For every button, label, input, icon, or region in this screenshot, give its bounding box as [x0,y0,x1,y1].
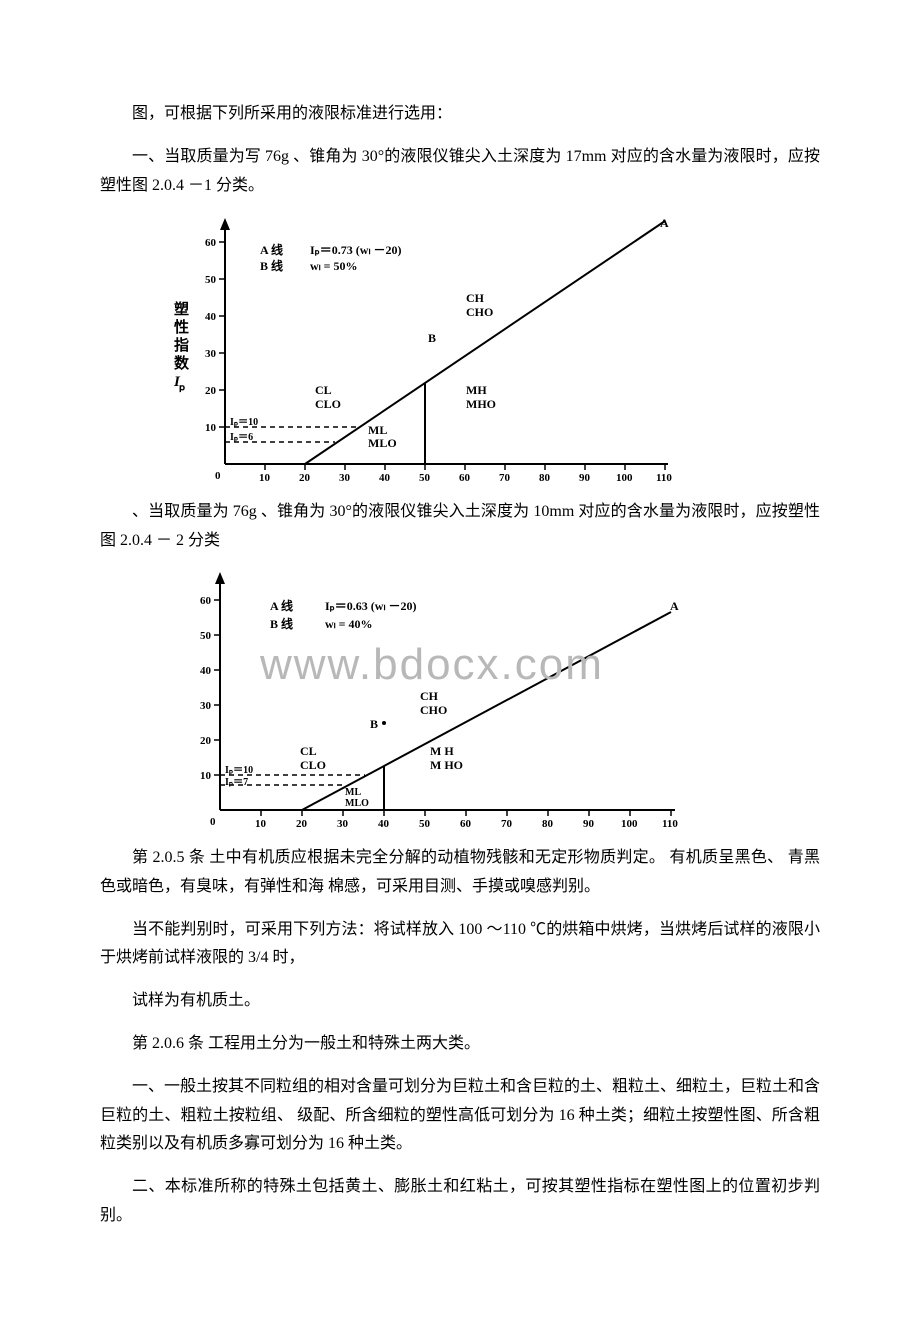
svg-text:CLO: CLO [315,397,341,411]
svg-text:100: 100 [621,818,638,830]
svg-text:MLO: MLO [368,436,397,450]
a-line [305,221,665,464]
point-a-label-2: A [670,599,679,613]
svg-text:10: 10 [259,472,271,484]
svg-text:A 线: A 线 [270,598,293,613]
region-labels-2: CH CHO CL CLO M H M HO ML MLO [300,689,463,809]
svg-text:40: 40 [200,665,212,677]
svg-text:A 线: A 线 [260,242,283,257]
svg-text:30: 30 [200,700,212,712]
point-b-label-2: B [370,717,378,731]
origin-zero: 0 [215,470,221,482]
svg-text:90: 90 [583,818,595,830]
point-b-label: B [428,331,436,345]
para-special: 二、本标准所称的特殊土包括黄土、膨胀土和红粘土，可按其塑性指标在塑性图上的位置初… [100,1173,820,1231]
para-206: 第 2.0.6 条 工程用土分为一般土和特殊土两大类。 [100,1030,820,1059]
origin-zero-2: 0 [210,816,216,828]
svg-text:110: 110 [656,472,672,484]
region-labels: CH CHO CL CLO MH MHO ML MLO [315,291,496,450]
svg-text:wₗ = 50%: wₗ = 50% [310,259,358,273]
svg-text:B 线: B 线 [270,616,293,631]
svg-text:指: 指 [174,336,189,354]
svg-text:40: 40 [378,818,390,830]
plasticity-chart-1: 塑 性 指 数 I ₚ [170,214,820,484]
svg-text:Iₚ＝10: Iₚ＝10 [230,417,258,428]
dash-labels: Iₚ＝10 Iₚ＝6 [230,417,258,443]
svg-text:110: 110 [662,818,678,830]
para-method: 当不能判别时，可采用下列方法：将试样放入 100 ～110 ℃的烘箱中烘烤，当烘… [100,916,820,974]
svg-text:Iₚ＝7: Iₚ＝7 [225,777,248,788]
svg-text:100: 100 [616,472,633,484]
svg-text:60: 60 [200,595,212,607]
svg-text:数: 数 [174,354,190,372]
legend-2: A 线 Iₚ＝0.63 (wₗ －20) B 线 wₗ = 40% [270,598,416,631]
svg-text:CHO: CHO [466,305,493,319]
svg-text:30: 30 [205,348,217,360]
svg-text:50: 50 [200,630,212,642]
para-rule-2: 、当取质量为 76g 、锥角为 30°的液限仪锥尖入土深度为 10mm 对应的含… [100,498,820,556]
svg-text:60: 60 [205,237,217,249]
svg-text:90: 90 [579,472,591,484]
svg-text:M HO: M HO [430,758,463,772]
svg-text:wₗ = 40%: wₗ = 40% [325,617,373,631]
y-tick-labels: 10 20 30 40 50 60 [205,237,217,434]
x-tick-labels-2: 10 20 30 40 50 60 70 80 90 100 110 [255,818,678,830]
svg-text:MH: MH [466,383,487,397]
ylabel-group: 塑 性 指 数 I ₚ [173,300,190,394]
svg-text:ₚ: ₚ [179,378,185,394]
svg-text:20: 20 [296,818,308,830]
svg-text:性: 性 [174,318,189,336]
svg-text:CHO: CHO [420,703,447,717]
svg-text:MHO: MHO [466,397,496,411]
para-intro: 图，可根据下列所采用的液限标准进行选用： [100,100,820,129]
para-205: 第 2.0.5 条 土中有机质应根据未完全分解的动植物残骸和无定形物质判定。 有… [100,844,820,902]
para-general: 一、一般土按其不同粒组的相对含量可划分为巨粒土和含巨粒的土、粗粒土、细粒土，巨粒… [100,1073,820,1159]
svg-text:20: 20 [200,735,212,747]
svg-text:50: 50 [205,274,217,286]
svg-text:ML: ML [345,787,361,798]
svg-text:Iₚ＝6: Iₚ＝6 [230,432,253,443]
plasticity-chart-2: www.bdocx.com 10 [170,570,820,830]
svg-text:MLO: MLO [345,798,369,809]
svg-text:80: 80 [542,818,554,830]
para-organic: 试样为有机质土。 [100,987,820,1016]
svg-text:30: 30 [339,472,351,484]
a-line-2 [302,612,671,810]
svg-text:20: 20 [299,472,311,484]
b-point-marker [382,721,386,725]
y-tick-labels-2: 10 20 30 40 50 60 [200,595,212,782]
svg-text:60: 60 [460,818,472,830]
svg-text:CLO: CLO [300,758,326,772]
svg-text:70: 70 [501,818,513,830]
svg-text:Iₚ＝0.73 (wₗ －20): Iₚ＝0.73 (wₗ －20) [310,243,401,257]
svg-text:Iₚ＝0.63 (wₗ －20): Iₚ＝0.63 (wₗ －20) [325,599,416,613]
x-tick-labels: 10 20 30 40 50 60 70 80 90 100 110 [259,472,672,484]
svg-text:塑: 塑 [174,300,189,318]
svg-text:50: 50 [419,472,431,484]
svg-text:M H: M H [430,744,454,758]
para-rule-1: 一、当取质量为写 76g 、锥角为 30°的液限仪锥尖入土深度为 17mm 对应… [100,143,820,201]
svg-text:70: 70 [499,472,511,484]
svg-text:B 线: B 线 [260,258,283,273]
svg-text:CL: CL [315,383,332,397]
svg-text:Iₚ＝10: Iₚ＝10 [225,765,253,776]
svg-text:CH: CH [466,291,485,305]
svg-text:10: 10 [205,422,217,434]
svg-text:10: 10 [200,770,212,782]
svg-text:CH: CH [420,689,439,703]
svg-text:CL: CL [300,744,317,758]
svg-text:80: 80 [539,472,551,484]
svg-text:ML: ML [368,423,387,437]
svg-text:30: 30 [337,818,349,830]
svg-text:60: 60 [459,472,471,484]
svg-text:40: 40 [205,311,217,323]
svg-text:20: 20 [205,385,217,397]
svg-text:40: 40 [379,472,391,484]
axes [220,218,668,464]
legend: A 线 Iₚ＝0.73 (wₗ －20) B 线 wₗ = 50% [260,242,401,273]
svg-text:10: 10 [255,818,267,830]
point-a-label: A [660,216,669,230]
svg-text:50: 50 [419,818,431,830]
